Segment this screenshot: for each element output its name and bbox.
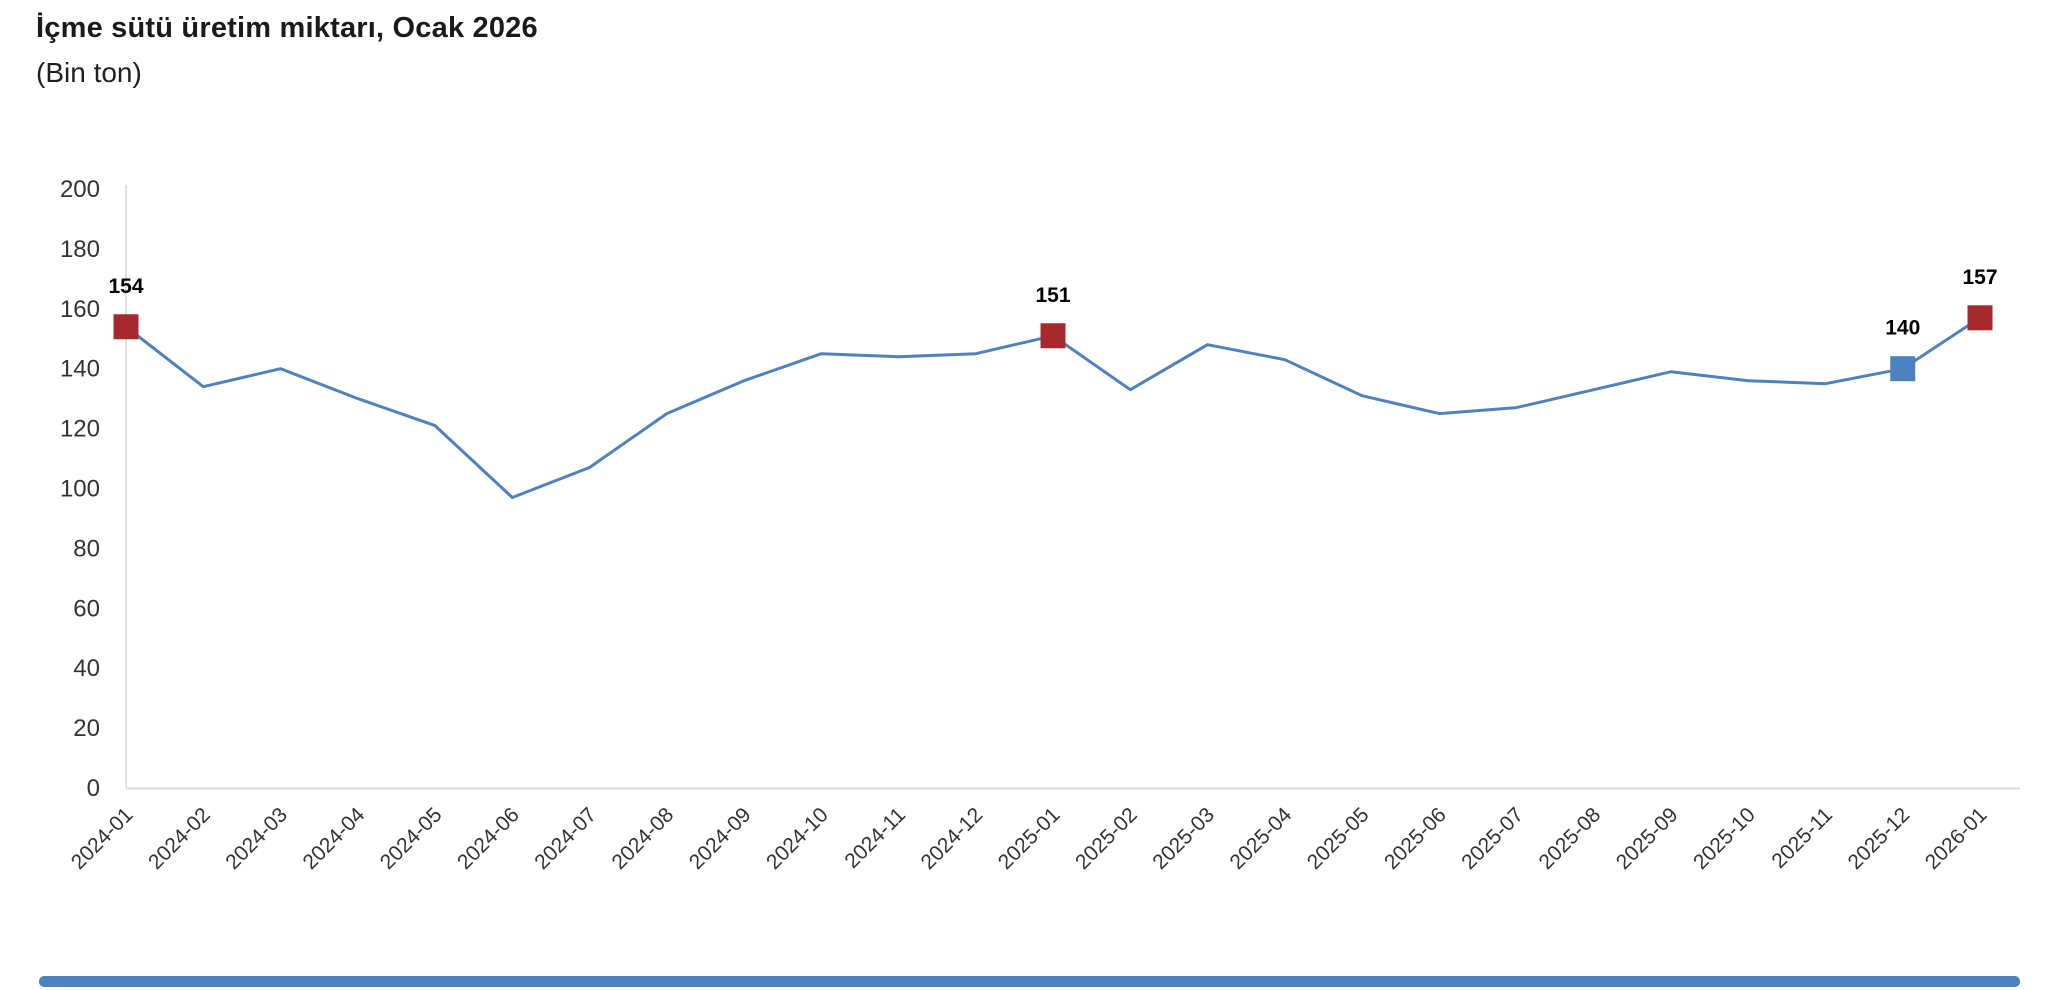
y-tick-label: 60 [73,595,100,622]
y-tick-label: 180 [60,236,100,263]
highlight-marker-2026-01[interactable] [1967,305,1993,331]
point-label-2024-01: 154 [108,275,143,298]
y-tick-label: 20 [73,715,100,742]
y-tick-label: 0 [87,775,100,802]
bottom-scrollbar-thumb[interactable] [39,976,2020,987]
y-tick-label: 140 [60,356,100,383]
x-tick-label: 2024-05 [376,803,447,874]
x-tick-label: 2025-11 [1767,803,1837,873]
x-tick-label: 2024-06 [453,803,524,874]
y-tick-label: 40 [73,655,100,682]
x-tick-label: 2025-04 [1226,803,1297,874]
x-tick-label: 2024-07 [530,803,601,874]
highlight-marker-2025-01[interactable] [1040,323,1066,349]
x-tick-label: 2025-02 [1071,803,1142,874]
y-tick-label: 200 [60,176,100,203]
highlight-marker-2024-01[interactable] [113,314,139,340]
x-tick-label: 2025-10 [1689,803,1760,874]
x-tick-label: 2024-04 [299,803,370,874]
x-tick-label: 2025-12 [1844,803,1915,874]
x-tick-label: 2025-03 [1148,803,1219,874]
x-tick-label: 2024-03 [221,803,292,874]
chart-subtitle: (Bin ton) [36,57,142,88]
x-tick-label: 2024-10 [762,803,833,874]
x-tick-label: 2024-09 [685,803,756,874]
x-tick-label: 2024-11 [840,803,910,873]
x-tick-label: 2025-06 [1380,803,1451,874]
point-label-2025-01: 151 [1035,284,1070,307]
x-tick-label: 2025-05 [1303,803,1374,874]
y-tick-label: 160 [60,296,100,323]
x-tick-label: 2024-01 [67,803,138,874]
x-tick-label: 2024-02 [144,803,215,874]
x-tick-label: 2024-12 [917,803,988,874]
x-tick-label: 2025-09 [1612,803,1683,874]
x-tick-label: 2026-01 [1921,803,1992,874]
x-tick-label: 2025-01 [994,803,1065,874]
highlight-marker-2025-12[interactable] [1890,356,1916,382]
chart-title: İçme sütü üretim miktarı, Ocak 2026 [36,12,538,44]
line-chart: 0 20 40 60 80 100 120 140 160 180 200 2024-01 2024-0… [60,176,2020,874]
x-tick-label: 2024-08 [608,803,679,874]
x-tick-label: 2025-07 [1457,803,1528,874]
y-tick-label: 120 [60,416,100,443]
point-label-2025-12: 140 [1885,317,1920,340]
x-tick-label: 2025-08 [1535,803,1606,874]
y-tick-label: 80 [73,535,100,562]
point-label-2026-01: 157 [1962,266,1997,289]
chart-header: İçme sütü üretim miktarı, Ocak 2026 (Bin… [36,12,538,89]
y-tick-label: 100 [60,476,100,503]
